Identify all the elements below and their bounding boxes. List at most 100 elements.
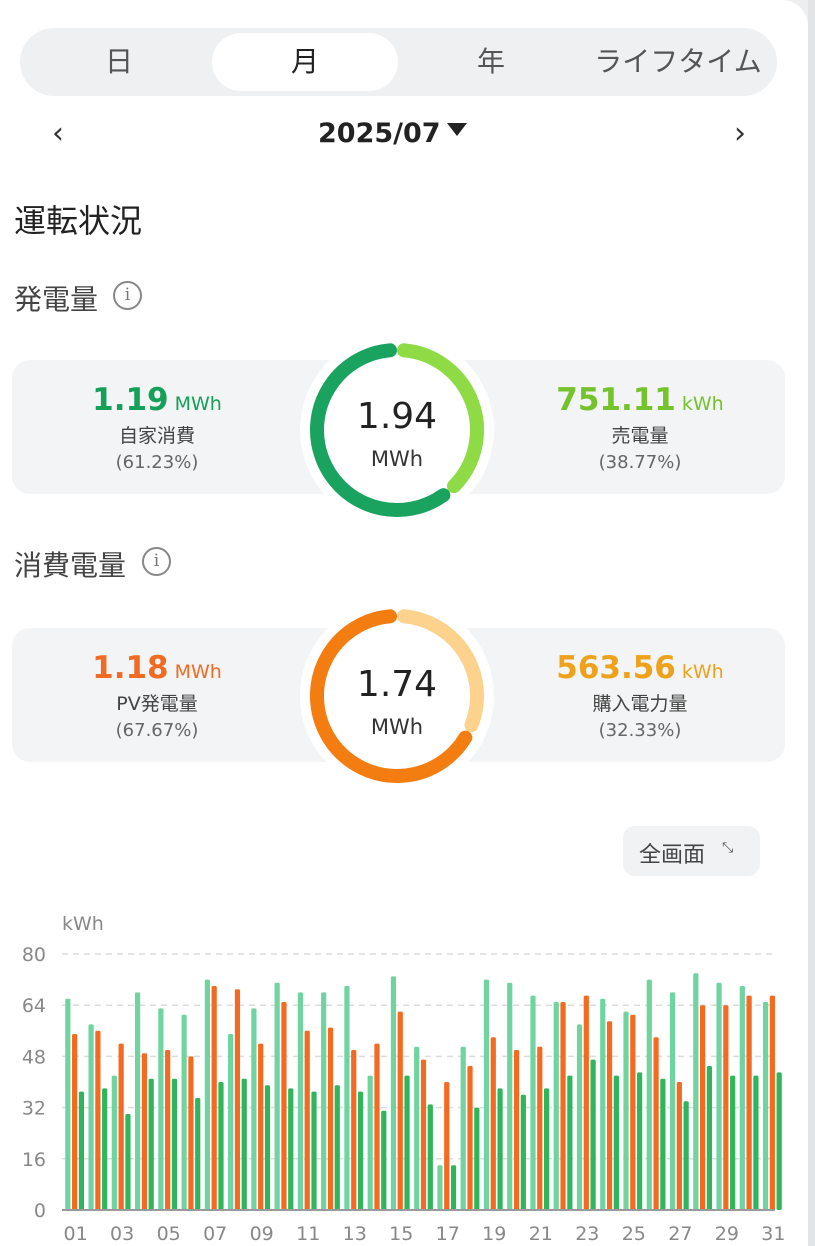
bar-04-s2[interactable]	[141, 1053, 148, 1210]
bar-16-s2[interactable]	[420, 1059, 427, 1210]
bar-22-s1[interactable]	[553, 1002, 559, 1210]
bar-25-s1[interactable]	[623, 1011, 629, 1210]
bar-13-s2[interactable]	[351, 1050, 357, 1210]
bar-10-s2[interactable]	[281, 1002, 287, 1210]
consumption-info-icon[interactable]: i	[142, 547, 171, 576]
bar-06-s1[interactable]	[181, 1014, 187, 1210]
bar-30-s2[interactable]	[746, 995, 752, 1210]
bar-29-s3[interactable]	[730, 1075, 736, 1210]
bar-20-s3[interactable]	[520, 1094, 526, 1210]
bar-27-s3[interactable]	[683, 1101, 689, 1210]
bar-24-s2[interactable]	[606, 1021, 613, 1210]
bar-25-s3[interactable]	[637, 1072, 643, 1210]
bar-26-s1[interactable]	[646, 979, 652, 1210]
tab-lifetime[interactable]: ライフタイム	[594, 45, 762, 78]
bar-30-s1[interactable]	[739, 986, 745, 1210]
bar-24-s1[interactable]	[600, 998, 606, 1210]
tab-day[interactable]: 日	[104, 45, 133, 78]
prev-month-button[interactable]: ‹	[52, 116, 64, 151]
bar-08-s1[interactable]	[228, 1034, 234, 1210]
bar-16-s1[interactable]	[414, 1046, 420, 1210]
bar-17-s1[interactable]	[437, 1165, 443, 1210]
bar-11-s2[interactable]	[304, 1030, 310, 1210]
bar-21-s1[interactable]	[530, 995, 536, 1210]
next-month-button[interactable]: ›	[734, 116, 746, 151]
bar-18-s2[interactable]	[467, 1066, 473, 1210]
bar-01-s3[interactable]	[78, 1091, 85, 1210]
bar-02-s3[interactable]	[102, 1088, 108, 1210]
bar-30-s3[interactable]	[753, 1075, 759, 1210]
bar-26-s3[interactable]	[660, 1078, 666, 1210]
bar-31-s2[interactable]	[769, 995, 775, 1210]
bar-03-s1[interactable]	[111, 1075, 117, 1210]
bar-27-s2[interactable]	[676, 1082, 682, 1210]
bar-09-s3[interactable]	[264, 1085, 271, 1210]
bar-26-s2[interactable]	[653, 1037, 659, 1210]
bar-08-s2[interactable]	[234, 989, 241, 1210]
bar-21-s2[interactable]	[537, 1046, 543, 1210]
bar-09-s2[interactable]	[258, 1043, 264, 1210]
bar-28-s2[interactable]	[699, 1005, 706, 1210]
bar-11-s1[interactable]	[297, 992, 304, 1210]
bar-14-s3[interactable]	[381, 1110, 387, 1210]
dropdown-caret-icon[interactable]	[447, 123, 467, 136]
bar-13-s3[interactable]	[357, 1091, 364, 1210]
bar-23-s3[interactable]	[590, 1059, 596, 1210]
fullscreen-button[interactable]: 全画面 ⤡	[623, 826, 760, 876]
bar-01-s2[interactable]	[72, 1034, 78, 1210]
bar-25-s2[interactable]	[630, 1014, 636, 1210]
bar-03-s2[interactable]	[118, 1043, 124, 1210]
bar-19-s1[interactable]	[483, 979, 490, 1210]
bar-28-s3[interactable]	[706, 1066, 712, 1210]
bar-29-s1[interactable]	[716, 982, 722, 1210]
bar-12-s2[interactable]	[327, 1027, 334, 1210]
bar-22-s2[interactable]	[560, 1002, 566, 1210]
bar-31-s1[interactable]	[762, 1002, 769, 1210]
bar-18-s3[interactable]	[474, 1107, 480, 1210]
tab-year[interactable]: 年	[476, 45, 505, 78]
bar-29-s2[interactable]	[723, 1005, 729, 1210]
bar-19-s3[interactable]	[497, 1088, 503, 1210]
bar-14-s1[interactable]	[367, 1075, 373, 1210]
bar-28-s1[interactable]	[693, 973, 699, 1210]
bar-05-s3[interactable]	[171, 1078, 178, 1210]
bar-12-s3[interactable]	[334, 1085, 340, 1210]
bar-10-s1[interactable]	[274, 982, 280, 1210]
bar-01-s1[interactable]	[65, 998, 71, 1210]
bar-18-s1[interactable]	[460, 1046, 466, 1210]
generation-info-icon[interactable]: i	[113, 281, 142, 310]
bar-04-s1[interactable]	[135, 992, 141, 1210]
bar-20-s1[interactable]	[507, 982, 513, 1210]
bar-15-s1[interactable]	[390, 976, 397, 1210]
bar-27-s1[interactable]	[669, 992, 676, 1210]
tab-month[interactable]: 月	[212, 33, 398, 91]
bar-15-s2[interactable]	[397, 1011, 403, 1210]
bar-17-s3[interactable]	[450, 1165, 457, 1210]
bar-11-s3[interactable]	[311, 1091, 317, 1210]
bar-15-s3[interactable]	[404, 1075, 410, 1210]
bar-31-s3[interactable]	[776, 1072, 782, 1210]
bar-22-s3[interactable]	[567, 1075, 573, 1210]
bar-05-s2[interactable]	[165, 1050, 171, 1210]
bar-05-s1[interactable]	[158, 1008, 164, 1210]
bar-14-s2[interactable]	[374, 1043, 380, 1210]
bar-20-s2[interactable]	[513, 1050, 520, 1210]
bar-12-s1[interactable]	[321, 992, 327, 1210]
bar-03-s3[interactable]	[125, 1114, 131, 1210]
bar-07-s1[interactable]	[204, 979, 210, 1210]
bar-17-s2[interactable]	[444, 1082, 450, 1210]
bar-16-s3[interactable]	[427, 1104, 433, 1210]
bar-07-s2[interactable]	[211, 986, 217, 1210]
bar-23-s2[interactable]	[583, 995, 589, 1210]
date-picker[interactable]: 2025/07	[318, 118, 441, 149]
bar-21-s3[interactable]	[543, 1088, 550, 1210]
bar-19-s2[interactable]	[490, 1037, 496, 1210]
bar-06-s3[interactable]	[195, 1098, 201, 1210]
bar-08-s3[interactable]	[241, 1078, 247, 1210]
bar-09-s1[interactable]	[251, 1008, 257, 1210]
bar-24-s3[interactable]	[613, 1075, 619, 1210]
bar-02-s2[interactable]	[95, 1030, 101, 1210]
bar-04-s3[interactable]	[148, 1078, 154, 1210]
bar-13-s1[interactable]	[344, 986, 350, 1210]
bar-06-s2[interactable]	[188, 1056, 194, 1210]
